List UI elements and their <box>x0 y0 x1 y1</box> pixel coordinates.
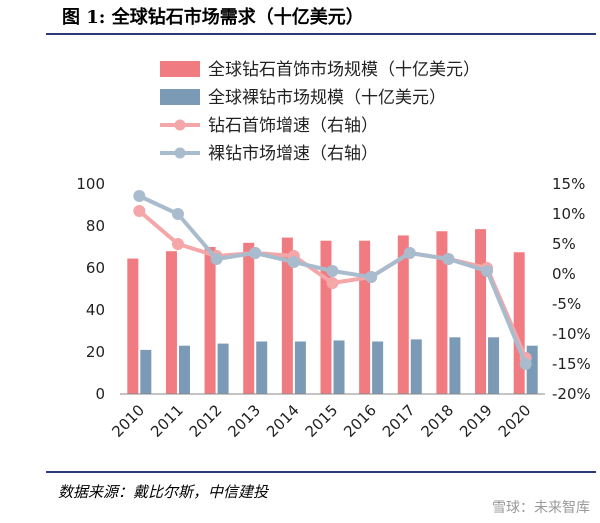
bottom-rule <box>46 471 596 473</box>
source-note: 数据来源：戴比尔斯，中信建投 <box>58 483 269 501</box>
point-rough-2011 <box>171 208 184 220</box>
bar-rough-2016 <box>372 341 384 394</box>
bar-jewelry-2020 <box>513 252 525 394</box>
y-left-tick: 60 <box>86 259 105 277</box>
bar-rough-2011 <box>178 345 190 394</box>
y-right-tick: -15% <box>552 355 591 373</box>
x-tick-2016: 2016 <box>340 401 380 441</box>
y-left-tick: 80 <box>86 217 105 235</box>
point-rough-2012 <box>210 253 223 265</box>
bar-jewelry-2013 <box>243 242 255 394</box>
point-jewelry-2015 <box>326 277 339 289</box>
bar-rough-2015 <box>333 340 345 394</box>
bar-jewelry-2011 <box>165 251 177 394</box>
legend-label-4: 裸钻市场增速（右轴） <box>208 144 378 164</box>
point-rough-2016 <box>365 271 378 283</box>
point-jewelry-2010 <box>133 205 146 217</box>
figure-title: 图 1: 全球钻石市场需求（十亿美元） <box>62 7 364 28</box>
point-rough-2014 <box>287 256 300 268</box>
legend-marker-4 <box>174 147 186 159</box>
y-left-tick: 100 <box>76 175 105 193</box>
bar-rough-2018 <box>449 337 461 394</box>
bar-rough-2019 <box>488 337 500 394</box>
legend-swatch-2 <box>160 89 200 105</box>
point-jewelry-2011 <box>171 238 184 250</box>
point-rough-2013 <box>249 247 262 259</box>
bar-rough-2012 <box>217 343 229 394</box>
x-tick-2010: 2010 <box>108 401 148 441</box>
bar-jewelry-2018 <box>436 231 448 394</box>
bar-rough-2017 <box>410 339 422 394</box>
y-right-tick: -10% <box>552 325 591 343</box>
y-right-tick: 15% <box>552 175 585 193</box>
point-rough-2015 <box>326 265 339 277</box>
legend-label-1: 全球钻石首饰市场规模（十亿美元） <box>208 60 480 80</box>
y-left-tick: 20 <box>86 343 105 361</box>
lines <box>133 190 532 370</box>
bar-rough-2020 <box>526 345 538 394</box>
x-tick-2018: 2018 <box>418 401 458 441</box>
x-tick-2013: 2013 <box>224 401 264 441</box>
bar-jewelry-2012 <box>204 247 216 394</box>
bar-rough-2014 <box>294 341 306 394</box>
x-tick-2019: 2019 <box>456 401 496 441</box>
legend-swatch-1 <box>160 61 200 77</box>
bars <box>127 229 538 394</box>
watermark: 雪球：未来智库 <box>492 500 590 516</box>
bar-jewelry-2019 <box>475 229 487 394</box>
bar-jewelry-2017 <box>397 235 409 394</box>
point-rough-2010 <box>133 190 146 202</box>
x-tick-2020: 2020 <box>495 401 535 441</box>
point-rough-2020 <box>519 358 532 370</box>
x-tick-2015: 2015 <box>302 401 342 441</box>
bar-jewelry-2010 <box>127 258 139 394</box>
top-rule <box>46 33 596 35</box>
bar-jewelry-2015 <box>320 240 332 394</box>
x-tick-2012: 2012 <box>186 401 226 441</box>
bar-rough-2013 <box>256 341 268 394</box>
y-right-tick: -20% <box>552 385 591 403</box>
bar-jewelry-2014 <box>281 237 293 394</box>
point-rough-2019 <box>481 265 494 277</box>
x-tick-2011: 2011 <box>147 401 187 441</box>
x-tick-2017: 2017 <box>379 401 419 441</box>
legend-label-2: 全球裸钻市场规模（十亿美元） <box>208 88 446 108</box>
y-right-tick: 10% <box>552 205 585 223</box>
y-right-tick: 5% <box>552 235 576 253</box>
y-left-tick: 40 <box>86 301 105 319</box>
y-left-tick: 0 <box>95 385 105 403</box>
legend-label-3: 钻石首饰增速（右轴） <box>208 116 378 136</box>
y-right-tick: -5% <box>552 295 581 313</box>
x-tick-2014: 2014 <box>263 401 303 441</box>
point-rough-2017 <box>403 247 416 259</box>
bar-jewelry-2016 <box>359 240 371 394</box>
legend: 全球钻石首饰市场规模（十亿美元） 全球裸钻市场规模（十亿美元） 钻石首饰增速（右轴）… <box>160 60 480 164</box>
axes: 0 20 40 60 80 100 -20% -15% -10% -5% 0% 5% 10% 15% 201… <box>76 175 590 441</box>
legend-marker-3 <box>174 119 186 131</box>
point-rough-2018 <box>442 253 455 265</box>
y-right-tick: 0% <box>552 265 576 283</box>
bar-rough-2010 <box>140 349 152 394</box>
